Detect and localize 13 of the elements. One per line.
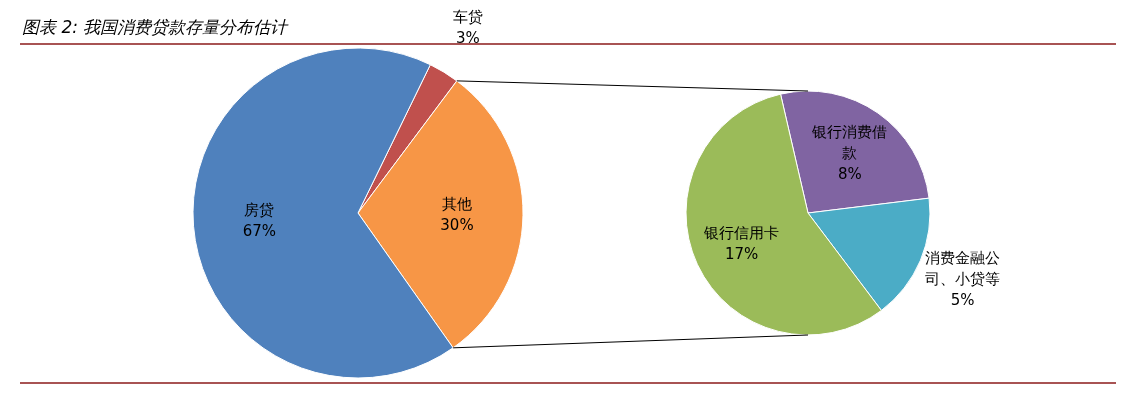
- data-label: 30%: [440, 215, 474, 234]
- data-label: 3%: [456, 29, 480, 48]
- data-label: 17%: [724, 245, 759, 264]
- text: 图表 2: 我国消费贷款存量分布估计: [22, 17, 290, 37]
- data-label: 5%: [950, 290, 975, 309]
- slice-label: 消费金融公司、小贷等: [925, 248, 1001, 288]
- data-label: 8%: [838, 165, 862, 184]
- slice-label: 其他: [441, 194, 472, 213]
- slice-label: 银行信用卡: [703, 224, 780, 243]
- data-label: 67%: [242, 222, 276, 241]
- slice-label: 银行消费借款: [811, 123, 888, 163]
- slice-label: 车贷: [452, 8, 483, 27]
- slice-label: 房贷: [244, 201, 275, 220]
